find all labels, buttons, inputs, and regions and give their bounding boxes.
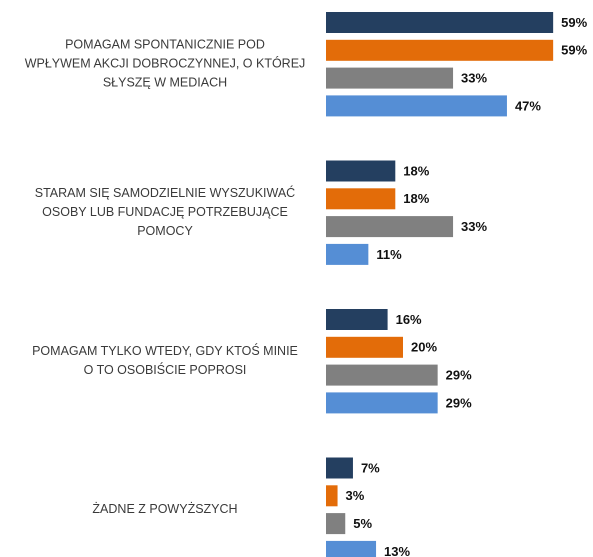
bar <box>326 485 338 507</box>
category-label: POMOCY <box>137 224 193 238</box>
bar <box>326 364 438 386</box>
category-label: SŁYSZĘ W MEDIACH <box>103 75 227 89</box>
value-label: 3% <box>346 488 365 503</box>
value-label: 13% <box>384 544 410 557</box>
value-label: 16% <box>396 312 422 327</box>
category-label: POMAGAM TYLKO WTEDY, GDY KTOŚ MINIE <box>32 343 298 358</box>
value-label: 18% <box>403 191 429 206</box>
category-label: OSOBY LUB FUNDACJĘ POTRZEBUJĄCE <box>42 205 288 219</box>
value-label: 5% <box>353 516 372 531</box>
value-label: 29% <box>446 395 472 410</box>
value-label: 59% <box>561 43 587 58</box>
value-label: 29% <box>446 368 472 383</box>
category-label: POMAGAM SPONTANICZNIE POD <box>65 37 265 51</box>
bar <box>326 336 403 358</box>
bar <box>326 188 396 210</box>
bar <box>326 513 346 535</box>
bar <box>326 95 507 117</box>
bar <box>326 243 369 265</box>
bar <box>326 39 554 61</box>
category-label: ŻADNE Z POWYŻSZYCH <box>92 502 237 516</box>
value-label: 33% <box>461 71 487 86</box>
category-label: STARAM SIĘ SAMODZIELNIE WYSZUKIWAĆ <box>35 185 295 200</box>
category-label: WPŁYWEM AKCJI DOBROCZYNNEJ, O KTÓREJ <box>25 55 306 70</box>
bar <box>326 160 396 182</box>
category-label: O TO OSOBIŚCIE POPROSI <box>84 362 247 377</box>
bar <box>326 540 377 557</box>
value-label: 20% <box>411 340 437 355</box>
value-label: 47% <box>515 98 541 113</box>
bar <box>326 392 438 414</box>
value-label: 59% <box>561 15 587 30</box>
bar <box>326 309 388 330</box>
bar <box>326 12 554 33</box>
bar <box>326 457 353 479</box>
value-label: 11% <box>376 247 402 262</box>
value-label: 18% <box>403 163 429 178</box>
bar <box>326 67 454 89</box>
bar <box>326 216 454 238</box>
value-label: 7% <box>361 460 380 475</box>
value-label: 33% <box>461 219 487 234</box>
